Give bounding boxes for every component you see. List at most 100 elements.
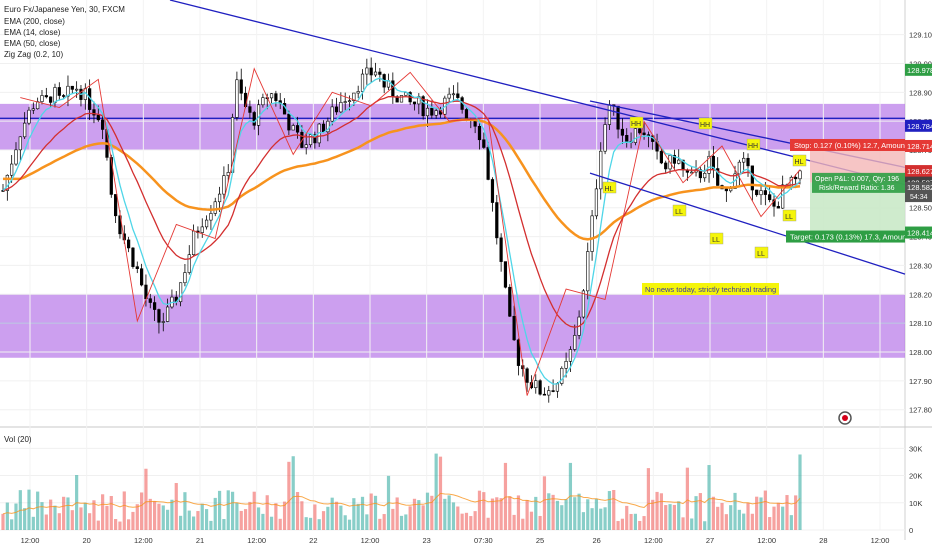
pattern-label: LL — [712, 237, 720, 244]
candle-body — [200, 226, 204, 233]
candle-body — [261, 97, 265, 106]
candle-body — [399, 95, 404, 103]
candle-body — [482, 139, 486, 148]
ema-14-line — [2, 77, 801, 385]
volume-bar — [664, 505, 668, 530]
candle-body — [40, 95, 44, 102]
supply-demand-zone — [0, 294, 905, 358]
candle-body — [516, 339, 521, 366]
volume-bar — [187, 510, 191, 530]
volume-bar — [122, 491, 126, 530]
volume-bar — [36, 491, 40, 530]
candle-body — [5, 174, 9, 191]
volume-bar — [308, 517, 313, 530]
price-tick-label: 128.900 — [909, 88, 932, 97]
ema-price-tag: 128.627 — [907, 167, 932, 176]
volume-bar — [542, 476, 547, 530]
pattern-label-box — [709, 232, 724, 245]
volume-bar — [776, 502, 780, 530]
volume-bar — [131, 511, 135, 530]
volume-bar — [672, 504, 676, 530]
volume-bar — [1, 513, 5, 530]
volume-bar — [148, 498, 152, 530]
candle-body — [737, 161, 741, 175]
time-tick-label: 22 — [309, 536, 317, 545]
supply-demand-zone — [0, 103, 905, 151]
volume-bar — [291, 456, 295, 530]
ema-50-line — [2, 95, 801, 328]
volume-bar — [92, 500, 96, 530]
candle-body — [568, 349, 573, 362]
volume-bar — [443, 498, 447, 530]
volume-bar — [759, 497, 763, 530]
volume-bar — [330, 497, 334, 530]
volume-bar — [720, 502, 724, 530]
volume-bar — [785, 495, 789, 530]
volume-bar — [382, 514, 386, 530]
candle-body — [464, 109, 469, 120]
candle-body — [499, 237, 503, 262]
pattern-label: LL — [675, 209, 683, 216]
volume-bar — [27, 489, 31, 530]
time-tick-label: 12:00 — [361, 536, 380, 545]
volume-bar — [473, 511, 477, 530]
volume-tick-label: 20K — [909, 472, 922, 481]
candle-body — [503, 261, 508, 288]
volume-bar — [638, 520, 642, 530]
volume-bar — [317, 519, 321, 530]
candle-body — [131, 247, 135, 267]
volume-bar — [304, 517, 308, 530]
volume-bar — [525, 499, 529, 530]
candle-body — [768, 194, 772, 201]
pattern-label: HH — [748, 143, 758, 150]
candle-body — [114, 194, 118, 217]
volume-bar — [204, 509, 209, 530]
volume-bar — [625, 505, 629, 530]
legend-entry: EMA (14, close) — [4, 28, 61, 37]
target-label: Target: 0.173 (0.13%) 17.3, Amount: — [790, 233, 911, 242]
candle-body — [127, 239, 131, 249]
candle-body — [269, 93, 274, 99]
volume-bar — [698, 493, 702, 530]
volume-bar — [369, 493, 373, 530]
pattern-label-box — [746, 138, 761, 151]
candle-body — [412, 101, 417, 105]
volume-bar — [347, 519, 352, 530]
volume-bar — [724, 514, 728, 530]
trend-line-channel-bottom — [589, 172, 906, 275]
volume-bar — [538, 515, 542, 530]
volume-bar — [629, 513, 633, 530]
time-tick-label: 20 — [82, 536, 90, 545]
volume-bar — [690, 518, 694, 530]
volume-bar — [261, 513, 265, 530]
candle-body — [456, 93, 460, 98]
pattern-label: HH — [631, 121, 641, 128]
price-tick-label: 127.800 — [909, 406, 932, 415]
current-price-tag-box — [905, 63, 932, 76]
indicator-lines — [2, 67, 801, 396]
candle-body — [62, 95, 66, 97]
candle-body — [729, 188, 733, 192]
price-axis-panel — [905, 0, 932, 540]
volume-bar — [616, 521, 620, 530]
time-tick-label: 26 — [592, 536, 600, 545]
pattern-label: HL — [605, 186, 614, 193]
chart-title: Euro Fx/Japanese Yen, 30, FXCM — [4, 5, 125, 14]
candle-body — [70, 85, 74, 90]
candle-body — [92, 109, 96, 116]
candle-body — [96, 114, 100, 121]
volume-bar — [655, 491, 659, 530]
candle-body — [672, 154, 676, 164]
price-tick-label: 128.000 — [909, 348, 932, 357]
candle-body — [512, 315, 516, 341]
volume-bar — [230, 491, 235, 530]
volume-bar — [763, 490, 767, 530]
volume-bar — [5, 502, 9, 530]
candle-body — [334, 106, 339, 113]
position-tool[interactable]: Stop: 0.127 (0.10%) 12.7, Amount: Open P&… — [786, 138, 911, 243]
candle-body — [447, 93, 451, 99]
ema-price-tag-box — [905, 165, 932, 178]
